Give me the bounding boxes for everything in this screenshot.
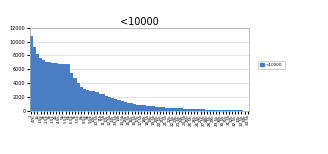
Bar <box>36 54 39 111</box>
Title: <10000: <10000 <box>120 17 159 27</box>
Bar <box>67 65 70 111</box>
Bar <box>161 107 165 111</box>
Bar <box>136 105 139 111</box>
Bar <box>205 109 209 111</box>
Bar <box>61 65 64 111</box>
Bar <box>209 110 212 111</box>
Bar <box>158 107 161 111</box>
Bar <box>102 94 105 111</box>
Bar <box>99 93 102 111</box>
Bar <box>48 62 51 111</box>
Bar <box>234 110 237 111</box>
Bar <box>227 110 231 111</box>
Bar <box>196 109 199 111</box>
Bar <box>187 109 190 111</box>
Bar <box>51 63 55 111</box>
Bar <box>171 108 174 111</box>
Bar <box>180 108 183 111</box>
Bar <box>73 78 77 111</box>
Bar <box>45 62 48 111</box>
Bar <box>155 107 158 111</box>
Bar <box>165 107 168 111</box>
Bar <box>117 100 121 111</box>
Bar <box>89 91 92 111</box>
Bar <box>64 64 67 111</box>
Bar <box>108 97 111 111</box>
Bar <box>212 110 215 111</box>
Bar <box>231 110 234 111</box>
Bar <box>95 92 99 111</box>
Bar <box>70 73 73 111</box>
Bar <box>183 109 187 111</box>
Bar <box>39 58 42 111</box>
Bar <box>55 63 58 111</box>
Bar <box>199 109 202 111</box>
Bar <box>143 105 146 111</box>
Bar <box>149 106 152 111</box>
Bar <box>92 91 95 111</box>
Bar <box>111 98 114 111</box>
Bar <box>83 89 86 111</box>
Bar <box>221 110 224 111</box>
Bar <box>130 103 133 111</box>
Bar <box>127 103 130 111</box>
Bar <box>80 87 83 111</box>
Bar <box>174 108 177 111</box>
Bar <box>215 110 218 111</box>
Bar <box>152 106 155 111</box>
Bar <box>58 64 61 111</box>
Bar <box>42 60 45 111</box>
Bar <box>121 101 124 111</box>
Bar <box>86 90 89 111</box>
Bar <box>224 110 227 111</box>
Bar <box>139 105 143 111</box>
Bar <box>168 108 171 111</box>
Bar <box>77 83 80 111</box>
Bar <box>190 109 193 111</box>
Bar <box>193 109 196 111</box>
Bar <box>33 47 36 111</box>
Bar <box>202 109 205 111</box>
Bar <box>177 108 180 111</box>
Bar <box>30 36 33 111</box>
Bar <box>146 106 149 111</box>
Bar <box>114 99 117 111</box>
Bar <box>237 110 240 111</box>
Bar <box>105 96 108 111</box>
Bar <box>240 110 243 111</box>
Bar <box>218 110 221 111</box>
Bar <box>124 102 127 111</box>
Bar <box>133 104 136 111</box>
Legend: <10000: <10000 <box>258 61 285 69</box>
